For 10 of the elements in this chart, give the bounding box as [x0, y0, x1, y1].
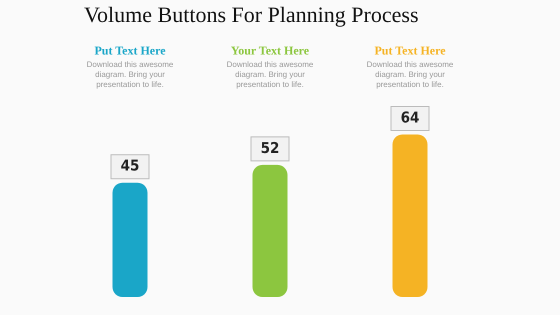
x-tick-label: Put Text Here [374, 43, 446, 58]
text: Download this awesome diagram. Bring your presentation to life. [226, 60, 314, 90]
text: Download this awesome diagram. Bring your presentation to life. [86, 60, 174, 90]
chart-title: Volume Buttons For Planning Process [84, 2, 419, 28]
data-label: 45 [120, 156, 140, 175]
data-label: 64 [400, 108, 420, 126]
text: Download this awesome diagram. Bring your presentation to life. [366, 60, 454, 90]
x-tick-label: Your Text Here [230, 43, 310, 58]
x-tick-label: Put Text Here [94, 43, 166, 58]
data-label: 52 [260, 138, 280, 157]
